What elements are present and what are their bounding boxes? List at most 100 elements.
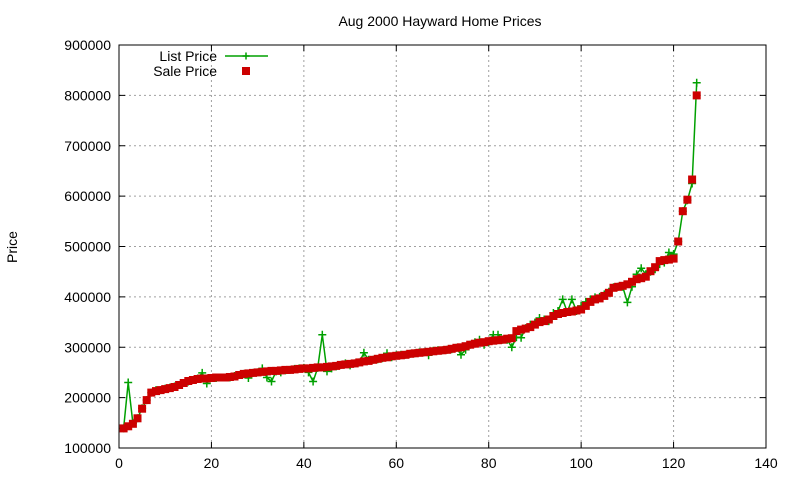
sale-price-point [133,414,142,423]
list-price-point [664,248,673,257]
sale-price-point [235,371,244,379]
sale-price-point [267,366,276,375]
sale-price-point [544,315,553,324]
sale-price-point [581,301,590,310]
sale-price-point [572,306,581,315]
sale-price-point [655,257,664,266]
sale-price-point [526,323,535,332]
sale-price-point [165,384,174,393]
sale-price-point [447,344,456,353]
list-price-point [623,298,632,307]
sale-price-point [401,350,410,359]
sale-price-point [225,373,234,381]
axes: 0 20 40 60 80 100 120 140 100000 200000 300000 4000… [64,37,778,471]
sale-price-point [406,349,415,358]
legend-label-sale-price: Sale Price [153,63,217,79]
y-tick-label: 200000 [64,390,111,406]
sale-price-point [618,281,627,290]
sale-price-point [660,256,669,265]
sale-price-point [410,349,419,358]
sale-price-point [549,312,558,320]
sale-price-point [152,387,160,396]
y-tick-label: 800000 [64,87,111,103]
list-price-point [507,343,516,352]
sale-price-point [392,351,401,360]
series-layer [119,78,701,433]
sale-price-point [262,367,271,376]
sale-price-point [138,404,147,413]
sale-price-point [498,335,507,344]
list-price-point [318,330,327,339]
sale-price-point [332,361,341,370]
sale-price-point [466,340,475,349]
sale-price-point [480,338,489,347]
sale-price-point [253,368,262,377]
list-price-point [359,348,368,357]
sale-price-point [396,351,405,360]
sale-price-point [664,255,673,264]
sale-price-point [184,377,193,385]
sale-price-point [383,353,391,362]
sale-price-point [688,175,697,184]
sale-price-point [554,310,562,318]
sale-price-point [336,360,345,369]
sale-price-point [272,366,281,375]
legend-marker-sale-price [242,67,250,75]
sale-price-point [540,317,549,326]
sale-price-point [443,345,452,354]
x-tick-label: 40 [296,455,312,471]
sale-price-point [609,283,618,292]
sale-price-point [216,373,225,382]
sale-price-point [461,342,470,351]
sale-price-point [591,295,599,304]
sale-price-point [156,386,165,395]
sale-price-point [364,356,373,365]
sale-price-point [563,308,572,316]
sale-price-point [429,347,438,356]
legend: List Price Sale Price [153,48,268,79]
y-tick-label: 900000 [64,37,111,53]
sale-price-point [521,324,530,333]
sale-price-point [147,388,156,397]
list-price-point [457,350,465,359]
sale-price-point [604,288,613,297]
grid [119,45,766,448]
sale-price-point [577,305,586,314]
sale-price-point [484,337,493,346]
sale-price-point [530,320,539,329]
list-price-point [692,78,701,87]
sale-price-point [369,355,378,364]
sale-price-point [678,207,687,216]
sale-price-point [507,334,516,343]
sale-price-point [207,374,216,382]
sale-price-point [415,348,424,357]
sale-price-point [119,424,128,433]
sale-price-point [637,274,646,283]
list-price-point [124,378,133,387]
sale-price-point [193,375,202,383]
y-tick-label: 400000 [64,289,111,305]
list-price-point [517,333,526,342]
sale-price-point [286,365,294,374]
sale-price-point [281,365,290,374]
legend-marker-list-price [242,52,250,60]
sale-price-point [188,376,197,384]
sale-price-point [674,237,683,246]
sale-price-point [239,369,248,378]
sale-price-point [350,359,359,368]
sale-price-point [378,353,387,362]
sale-price-point [276,366,285,375]
y-tick-label: 600000 [64,188,111,204]
sale-price-point [420,348,428,357]
x-tick-label: 140 [754,455,778,471]
list-price-point [558,295,567,304]
y-tick-label: 300000 [64,339,111,355]
x-tick-label: 0 [115,455,123,471]
sale-price-point [290,365,299,374]
sale-price-point [512,327,521,336]
sale-price-point [341,360,350,369]
sale-price-point [304,364,313,373]
sale-price-point [683,195,692,204]
sale-price-point [318,363,327,372]
